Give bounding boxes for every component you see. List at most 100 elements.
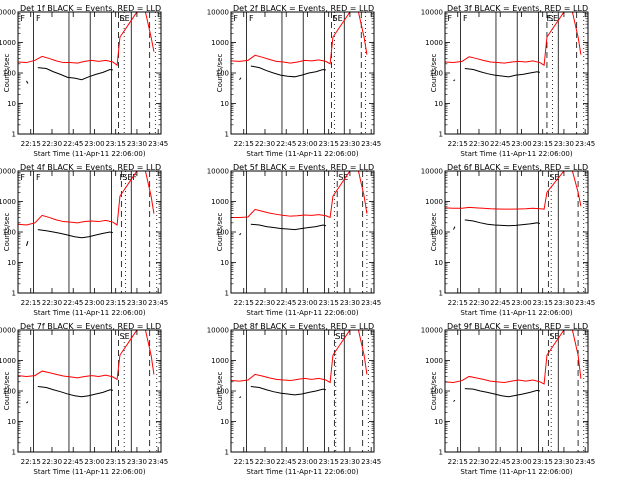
red-series-line (17, 329, 155, 381)
flag-label: F (20, 14, 25, 23)
black-series-line (464, 68, 540, 78)
y-axis-label: Counts/sec (216, 372, 224, 411)
black-series-line (464, 219, 540, 227)
black-series-line (239, 77, 242, 81)
x-axis-label: Start Time (11-Apr-11 22:06:00) (460, 150, 572, 158)
x-axis-label: Start Time (11-Apr-11 22:06:00) (33, 150, 145, 158)
x-tick-label: 23:45 (575, 458, 595, 466)
x-tick-label: 22:45 (276, 140, 296, 148)
x-axis-label: Start Time (11-Apr-11 22:06:00) (460, 309, 572, 317)
x-tick-label: 23:00 (511, 458, 531, 466)
x-tick-label: 22:30 (42, 299, 62, 307)
x-tick-label: 23:30 (554, 299, 574, 307)
panel-title: Det 6f BLACK = Events, RED = LLD (447, 163, 588, 172)
x-tick-label: 22:45 (63, 299, 83, 307)
x-tick-label: 23:00 (84, 458, 104, 466)
red-series-line (444, 329, 582, 385)
y-tick-label: 10000 (0, 168, 16, 176)
x-axis-label: Start Time (11-Apr-11 22:06:00) (246, 309, 358, 317)
y-tick-label: 100 (430, 229, 443, 237)
y-tick-label: 1000 (0, 198, 16, 206)
x-axis-label: Start Time (11-Apr-11 22:06:00) (33, 468, 145, 476)
x-tick-label: 23:45 (575, 299, 595, 307)
y-axis-label: Counts/sec (3, 213, 11, 252)
x-tick-label: 23:00 (84, 140, 104, 148)
x-tick-label: 22:30 (255, 458, 275, 466)
x-tick-label: 22:30 (255, 299, 275, 307)
x-tick-label: 22:15 (21, 140, 41, 148)
panel-title: Det 3f BLACK = Events, RED = LLD (447, 4, 588, 13)
x-tick-label: 22:15 (448, 458, 468, 466)
black-series-line (239, 396, 242, 399)
x-tick-label: 22:15 (234, 458, 254, 466)
x-tick-label: 23:30 (554, 458, 574, 466)
black-series-line (37, 386, 113, 398)
x-tick-label: 22:30 (42, 458, 62, 466)
plot-frame (444, 11, 589, 135)
y-tick-label: 10 (7, 418, 16, 426)
x-tick-label: 22:15 (21, 458, 41, 466)
y-tick-label: 100 (3, 388, 16, 396)
y-tick-label: 10 (220, 418, 229, 426)
panel-title: Det 9f BLACK = Events, RED = LLD (447, 322, 588, 331)
y-tick-label: 10 (434, 259, 443, 267)
y-tick-label: 10000 (0, 9, 16, 17)
x-tick-label: 22:30 (469, 458, 489, 466)
flag-label: F (547, 14, 552, 23)
flag-label: F (249, 14, 254, 23)
y-tick-label: 1000 (211, 357, 229, 365)
y-tick-label: 10000 (0, 327, 16, 335)
x-tick-label: 23:45 (148, 458, 168, 466)
x-tick-label: 23:30 (340, 458, 360, 466)
y-tick-label: 10000 (207, 327, 229, 335)
panel-title: Det 7f BLACK = Events, RED = LLD (20, 322, 161, 331)
y-axis-label: Counts/sec (3, 54, 11, 93)
x-tick-label: 22:45 (490, 458, 510, 466)
y-tick-label: 100 (3, 229, 16, 237)
flag-label: SE (120, 14, 130, 23)
y-axis-label: Counts/sec (430, 372, 438, 411)
x-tick-label: 23:45 (361, 458, 381, 466)
y-axis-label: Counts/sec (430, 213, 438, 252)
x-tick-label: 22:15 (448, 140, 468, 148)
y-tick-label: 100 (216, 229, 229, 237)
y-tick-label: 10 (220, 259, 229, 267)
flag-label: SE (120, 332, 130, 341)
x-tick-label: 22:15 (448, 299, 468, 307)
y-tick-label: 100 (3, 70, 16, 78)
y-tick-label: 10 (7, 259, 16, 267)
x-tick-label: 22:15 (234, 140, 254, 148)
y-tick-label: 10000 (421, 327, 443, 335)
x-tick-label: 23:00 (297, 299, 317, 307)
x-tick-label: 22:45 (490, 299, 510, 307)
y-tick-label: 1 (439, 131, 443, 139)
x-tick-label: 22:45 (63, 458, 83, 466)
red-series-line (231, 170, 368, 219)
x-tick-label: 23:45 (148, 299, 168, 307)
y-tick-label: 100 (430, 70, 443, 78)
flag-label: F (132, 173, 137, 182)
x-tick-label: 22:30 (469, 140, 489, 148)
x-tick-label: 23:30 (127, 458, 147, 466)
y-tick-label: 100 (216, 388, 229, 396)
x-tick-label: 23:15 (106, 140, 126, 148)
x-tick-label: 22:45 (490, 140, 510, 148)
flag-label: F (20, 173, 25, 182)
x-tick-label: 23:15 (106, 458, 126, 466)
x-tick-label: 23:00 (84, 299, 104, 307)
x-tick-label: 23:45 (575, 140, 595, 148)
black-series-line (453, 399, 456, 402)
flag-label: F (120, 14, 125, 23)
black-series-line (464, 388, 540, 398)
x-tick-label: 23:15 (319, 458, 339, 466)
y-tick-label: 1000 (211, 198, 229, 206)
flag-label: SE (122, 173, 132, 182)
flag-label: F (463, 14, 468, 23)
black-series-line (37, 229, 113, 239)
